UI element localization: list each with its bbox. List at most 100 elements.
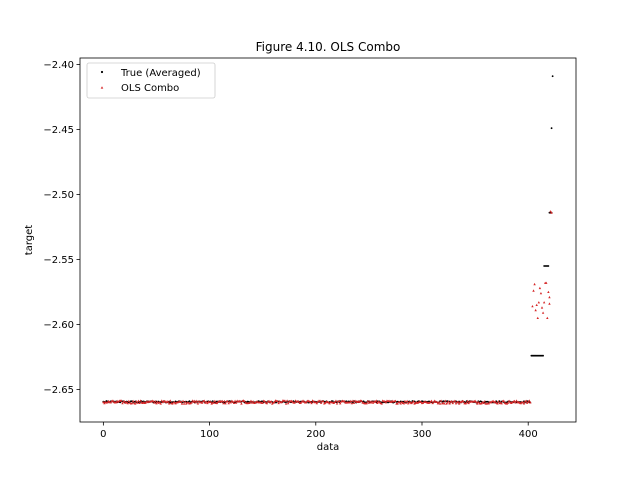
ols-combo-point — [286, 401, 290, 405]
ols-combo-point — [123, 400, 126, 403]
ols-combo-point — [169, 399, 172, 402]
ols-combo-point — [120, 399, 123, 402]
ols-combo-point — [205, 400, 208, 403]
ols-combo-point — [360, 399, 363, 402]
ols-combo-point — [452, 400, 456, 403]
ols-combo-point — [107, 399, 110, 403]
legend-label-ols: OLS Combo — [121, 83, 179, 94]
ols-combo-point — [527, 400, 530, 403]
ols-combo-point — [221, 399, 224, 403]
true-averaged-point — [211, 400, 214, 403]
y-tick-label: −2.45 — [43, 125, 74, 136]
ols-combo-point — [547, 290, 550, 293]
x-tick-label: 300 — [412, 429, 431, 440]
ols-combo-point — [136, 401, 139, 404]
ols-combo-point — [285, 399, 289, 402]
ols-combo-point — [376, 401, 379, 404]
chart-title: Figure 4.10. OLS Combo — [256, 40, 401, 54]
x-tick-label: 200 — [306, 429, 325, 440]
y-tick-label: −2.40 — [43, 60, 74, 71]
ols-combo-point — [163, 399, 167, 403]
ols-combo-point — [134, 402, 137, 405]
ols-combo-point — [529, 401, 532, 404]
ols-combo-point — [367, 401, 371, 404]
x-tick-label: 400 — [519, 429, 538, 440]
ols-combo-point — [139, 399, 142, 402]
ols-combo-point — [300, 400, 304, 403]
ols-combo-point — [177, 400, 180, 403]
ols-combo-point — [435, 400, 439, 403]
ols-combo-point — [404, 401, 408, 404]
ols-combo-point — [537, 301, 541, 304]
ols-combo-point — [413, 402, 416, 405]
ols-combo-point — [166, 400, 170, 403]
ols-combo-point — [337, 399, 341, 403]
ols-combo-point — [212, 401, 216, 404]
ols-combo-point — [531, 305, 534, 308]
ols-combo-point — [399, 402, 402, 405]
ols-combo-point — [301, 399, 305, 402]
ols-combo-point — [126, 401, 129, 405]
ols-combo-point — [230, 399, 234, 402]
y-tick-label: −2.65 — [43, 385, 74, 396]
ols-combo-point — [365, 401, 368, 405]
ols-combo-point — [348, 401, 351, 404]
ols-combo-point — [233, 399, 237, 402]
ols-combo-point — [223, 399, 226, 403]
ols-combo-point — [549, 210, 552, 213]
ols-combo-point — [414, 401, 417, 404]
ols-combo-point — [384, 401, 388, 404]
y-tick-label: −2.60 — [43, 320, 74, 331]
true-averaged-point — [542, 354, 544, 357]
ols-combo-point — [456, 400, 460, 403]
ols-combo-point — [268, 400, 272, 404]
ols-combo-point — [109, 401, 113, 404]
ols-combo-point — [440, 402, 444, 405]
ols-combo-point — [293, 401, 296, 404]
ols-combo-point — [431, 401, 434, 405]
ols-combo-point — [473, 399, 477, 402]
ols-combo-point — [328, 402, 331, 405]
ols-combo-point — [114, 401, 118, 404]
ols-combo-point — [502, 399, 505, 402]
ols-combo-point — [476, 402, 479, 405]
ols-combo-point — [158, 400, 161, 404]
ols-combo-point — [263, 400, 267, 403]
ols-combo-point — [227, 401, 230, 405]
ols-combo-point — [457, 402, 461, 405]
ols-combo-point — [505, 402, 509, 405]
ols-combo-point — [398, 400, 401, 404]
ols-combo-point — [261, 401, 264, 404]
ols-combo-point — [466, 399, 469, 403]
ols-combo-point — [497, 400, 500, 403]
ols-combo-point — [154, 400, 157, 403]
ols-combo-point — [400, 400, 404, 403]
ols-combo-point — [339, 402, 342, 405]
ols-combo-point — [111, 399, 115, 402]
ols-combo-point — [394, 399, 397, 402]
ols-combo-point — [496, 402, 499, 405]
ols-combo-point — [226, 399, 229, 403]
ols-combo-point — [542, 301, 546, 304]
ols-combo-point — [231, 400, 235, 403]
ols-combo-point — [283, 399, 287, 402]
ols-combo-point — [318, 399, 322, 402]
ols-combo-point — [297, 400, 300, 403]
ols-combo-point — [143, 401, 146, 405]
ols-combo-point — [269, 400, 273, 403]
ols-combo-point — [462, 400, 465, 403]
ols-combo-point — [477, 400, 480, 404]
ols-combo-point — [159, 402, 162, 405]
ols-combo-point — [508, 400, 512, 404]
ols-combo-point — [168, 402, 171, 405]
ols-combo-point — [539, 292, 543, 295]
ols-combo-point — [251, 400, 255, 403]
ols-combo-point — [419, 400, 423, 403]
ols-combo-point — [137, 399, 140, 402]
ols-combo-point — [229, 401, 233, 404]
ols-combo-point — [213, 399, 217, 403]
ols-combo-point — [453, 399, 457, 402]
ols-combo-point — [216, 400, 220, 403]
ols-combo-point — [335, 402, 339, 405]
